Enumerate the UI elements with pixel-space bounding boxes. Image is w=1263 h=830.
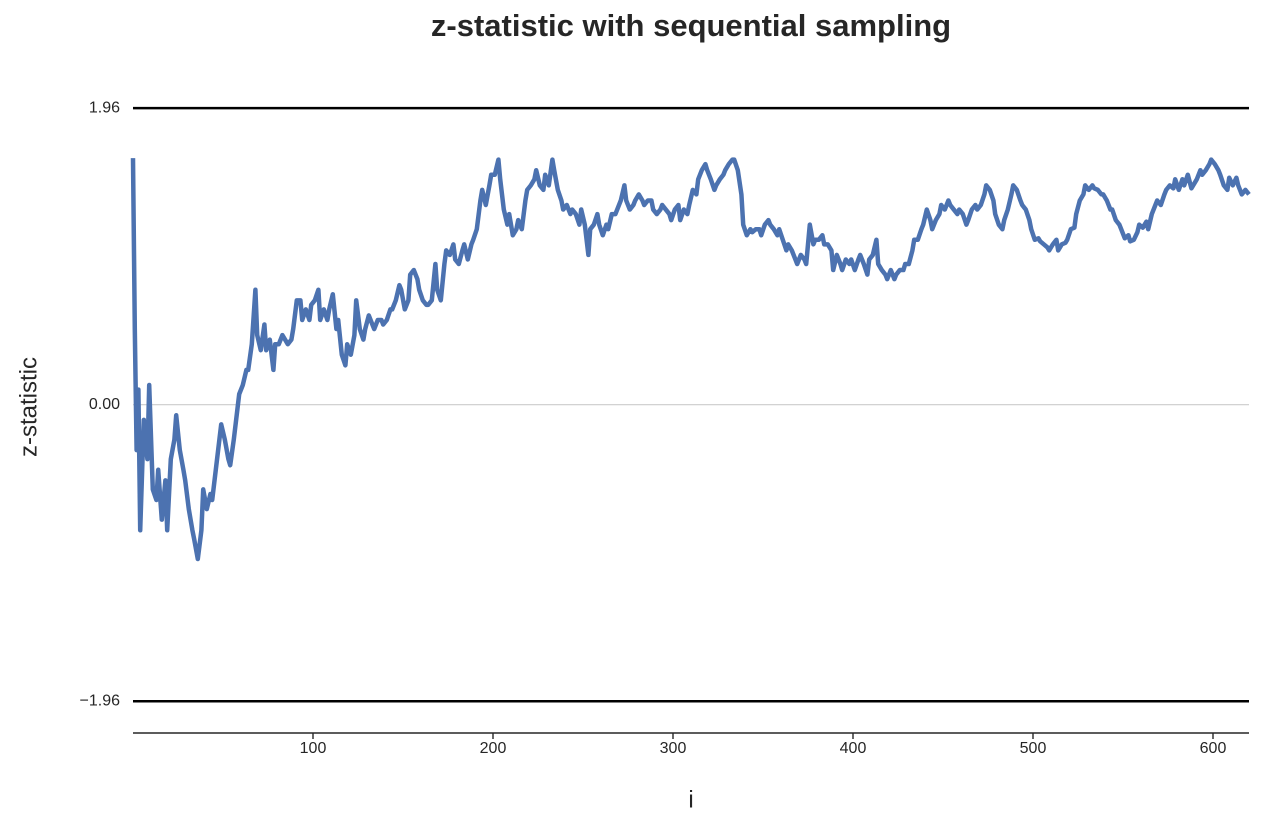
y-tick-label: 1.96 <box>89 99 120 116</box>
x-tick-label: 500 <box>1020 740 1047 757</box>
x-tick-label: 300 <box>660 740 687 757</box>
x-tick-label: 200 <box>480 740 507 757</box>
data-line <box>130 157 1251 562</box>
y-axis-label: z-statistic <box>15 357 42 457</box>
y-tick-label: −1.96 <box>80 692 121 709</box>
x-axis-label: i <box>688 786 693 813</box>
chart-title: z-statistic with sequential sampling <box>431 8 951 43</box>
y-tick-label: 0.00 <box>89 396 120 413</box>
x-tick-label: 100 <box>300 740 327 757</box>
x-tick-label: 400 <box>840 740 867 757</box>
x-tick-label: 600 <box>1200 740 1227 757</box>
